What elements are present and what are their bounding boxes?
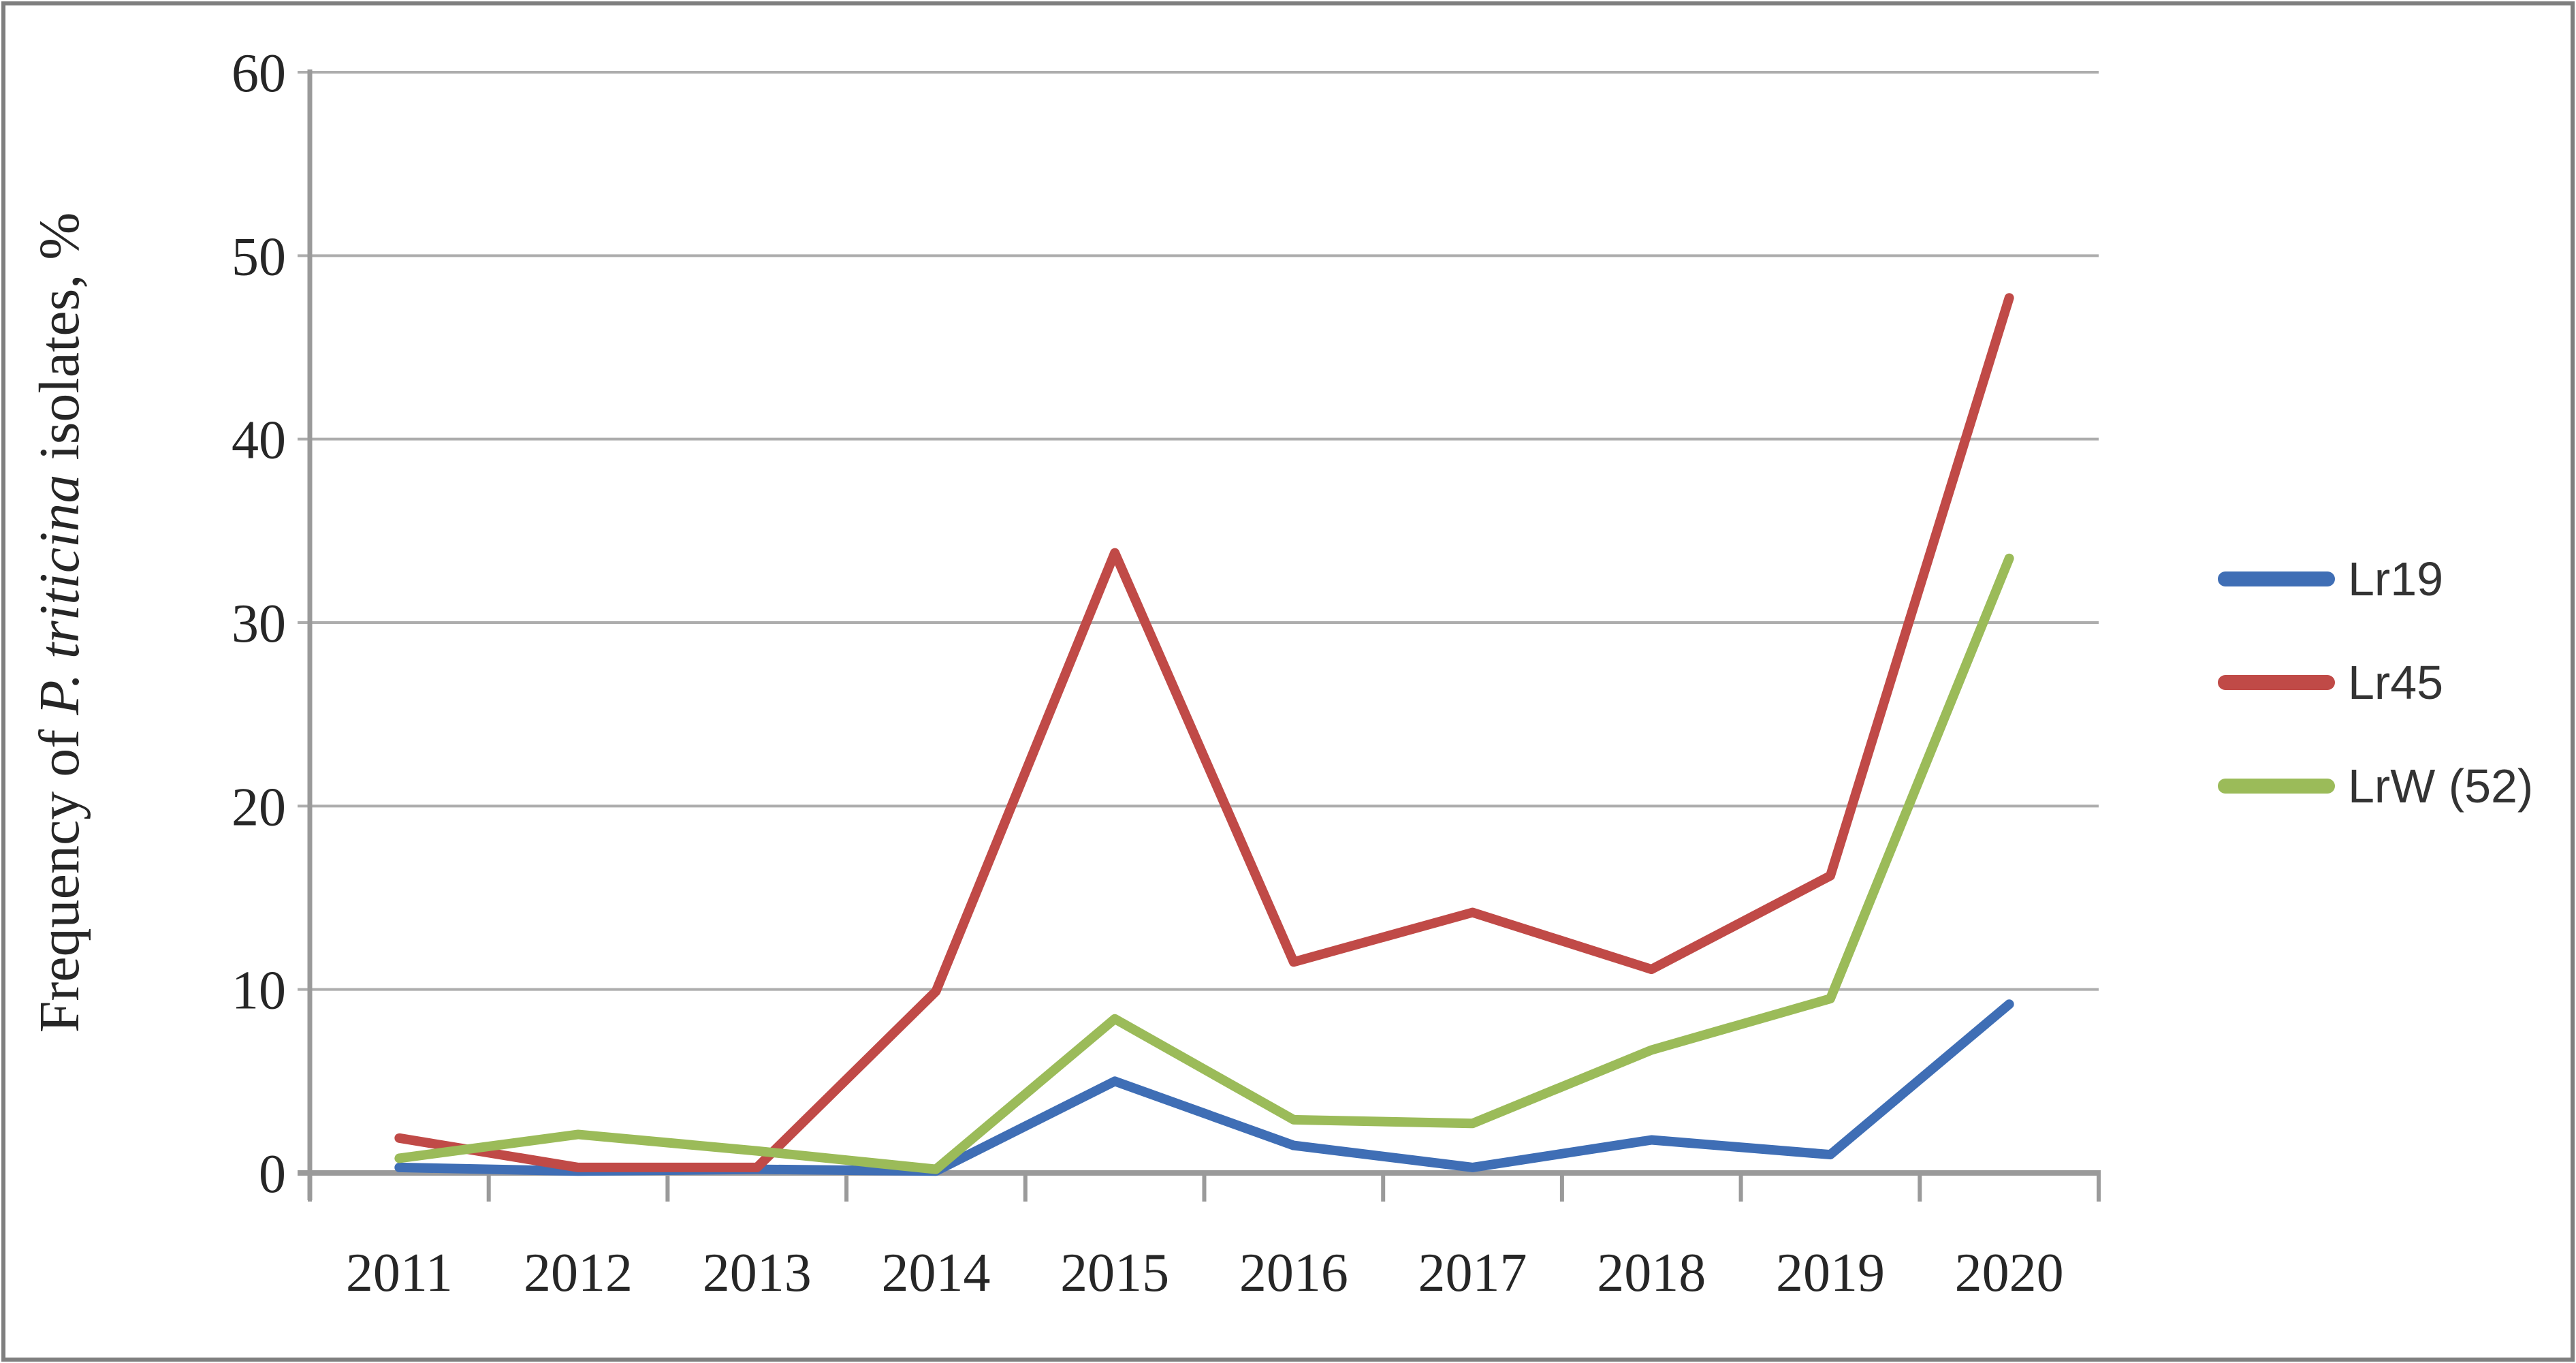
x-tick-label-2015: 2015 [1060, 1243, 1169, 1303]
x-tick-label-2012: 2012 [524, 1243, 633, 1303]
legend-item-lr45: Lr45 [2218, 656, 2443, 709]
y-tick-label-30: 30 [232, 594, 286, 654]
series-line-lrw-52 [394, 553, 2014, 1174]
legend-label-lr45: Lr45 [2348, 656, 2443, 709]
y-tick-label-0: 0 [259, 1144, 286, 1204]
y-axis-title-species: P. triticina [28, 475, 91, 716]
legend-label-lrw-52: LrW (52) [2348, 759, 2533, 813]
series-line-lr45 [394, 293, 2014, 1172]
y-tick-labels: 0 10 20 30 40 50 60 [232, 44, 286, 1204]
y-tick-label-40: 40 [232, 411, 286, 471]
x-tick-label-2013: 2013 [703, 1243, 812, 1303]
y-axis-title: Frequency of P. triticina isolates, % [28, 213, 91, 1033]
axes [298, 69, 2101, 1200]
y-tick-label-60: 60 [232, 44, 286, 104]
x-tick-label-2011: 2011 [346, 1243, 453, 1303]
y-tick-label-50: 50 [232, 227, 286, 287]
x-tick-labels: 2011 2012 2013 2014 2015 2016 2017 2018 2019 2020 [346, 1243, 2064, 1303]
legend: Lr19 Lr45 LrW (52) [2218, 552, 2533, 813]
x-tick-label-2014: 2014 [881, 1243, 990, 1303]
series-lines [394, 293, 2014, 1176]
y-axis-title-part: isolates, % [28, 213, 91, 475]
legend-item-lr19: Lr19 [2218, 552, 2443, 606]
legend-label-lr19: Lr19 [2348, 552, 2443, 606]
y-axis-title-part: Frequency of [28, 715, 91, 1033]
x-tick-label-2018: 2018 [1597, 1243, 1706, 1303]
y-tick-label-20: 20 [232, 777, 286, 837]
x-tick-marks [308, 1173, 2101, 1202]
x-tick-label-2020: 2020 [1955, 1243, 2064, 1303]
x-tick-label-2016: 2016 [1239, 1243, 1348, 1303]
legend-item-lrw-52: LrW (52) [2218, 759, 2533, 813]
x-tick-label-2017: 2017 [1418, 1243, 1527, 1303]
y-tick-label-10: 10 [232, 961, 286, 1021]
series-line-lr19 [394, 999, 2014, 1176]
gridlines [298, 71, 2099, 991]
x-tick-label-2019: 2019 [1776, 1243, 1885, 1303]
